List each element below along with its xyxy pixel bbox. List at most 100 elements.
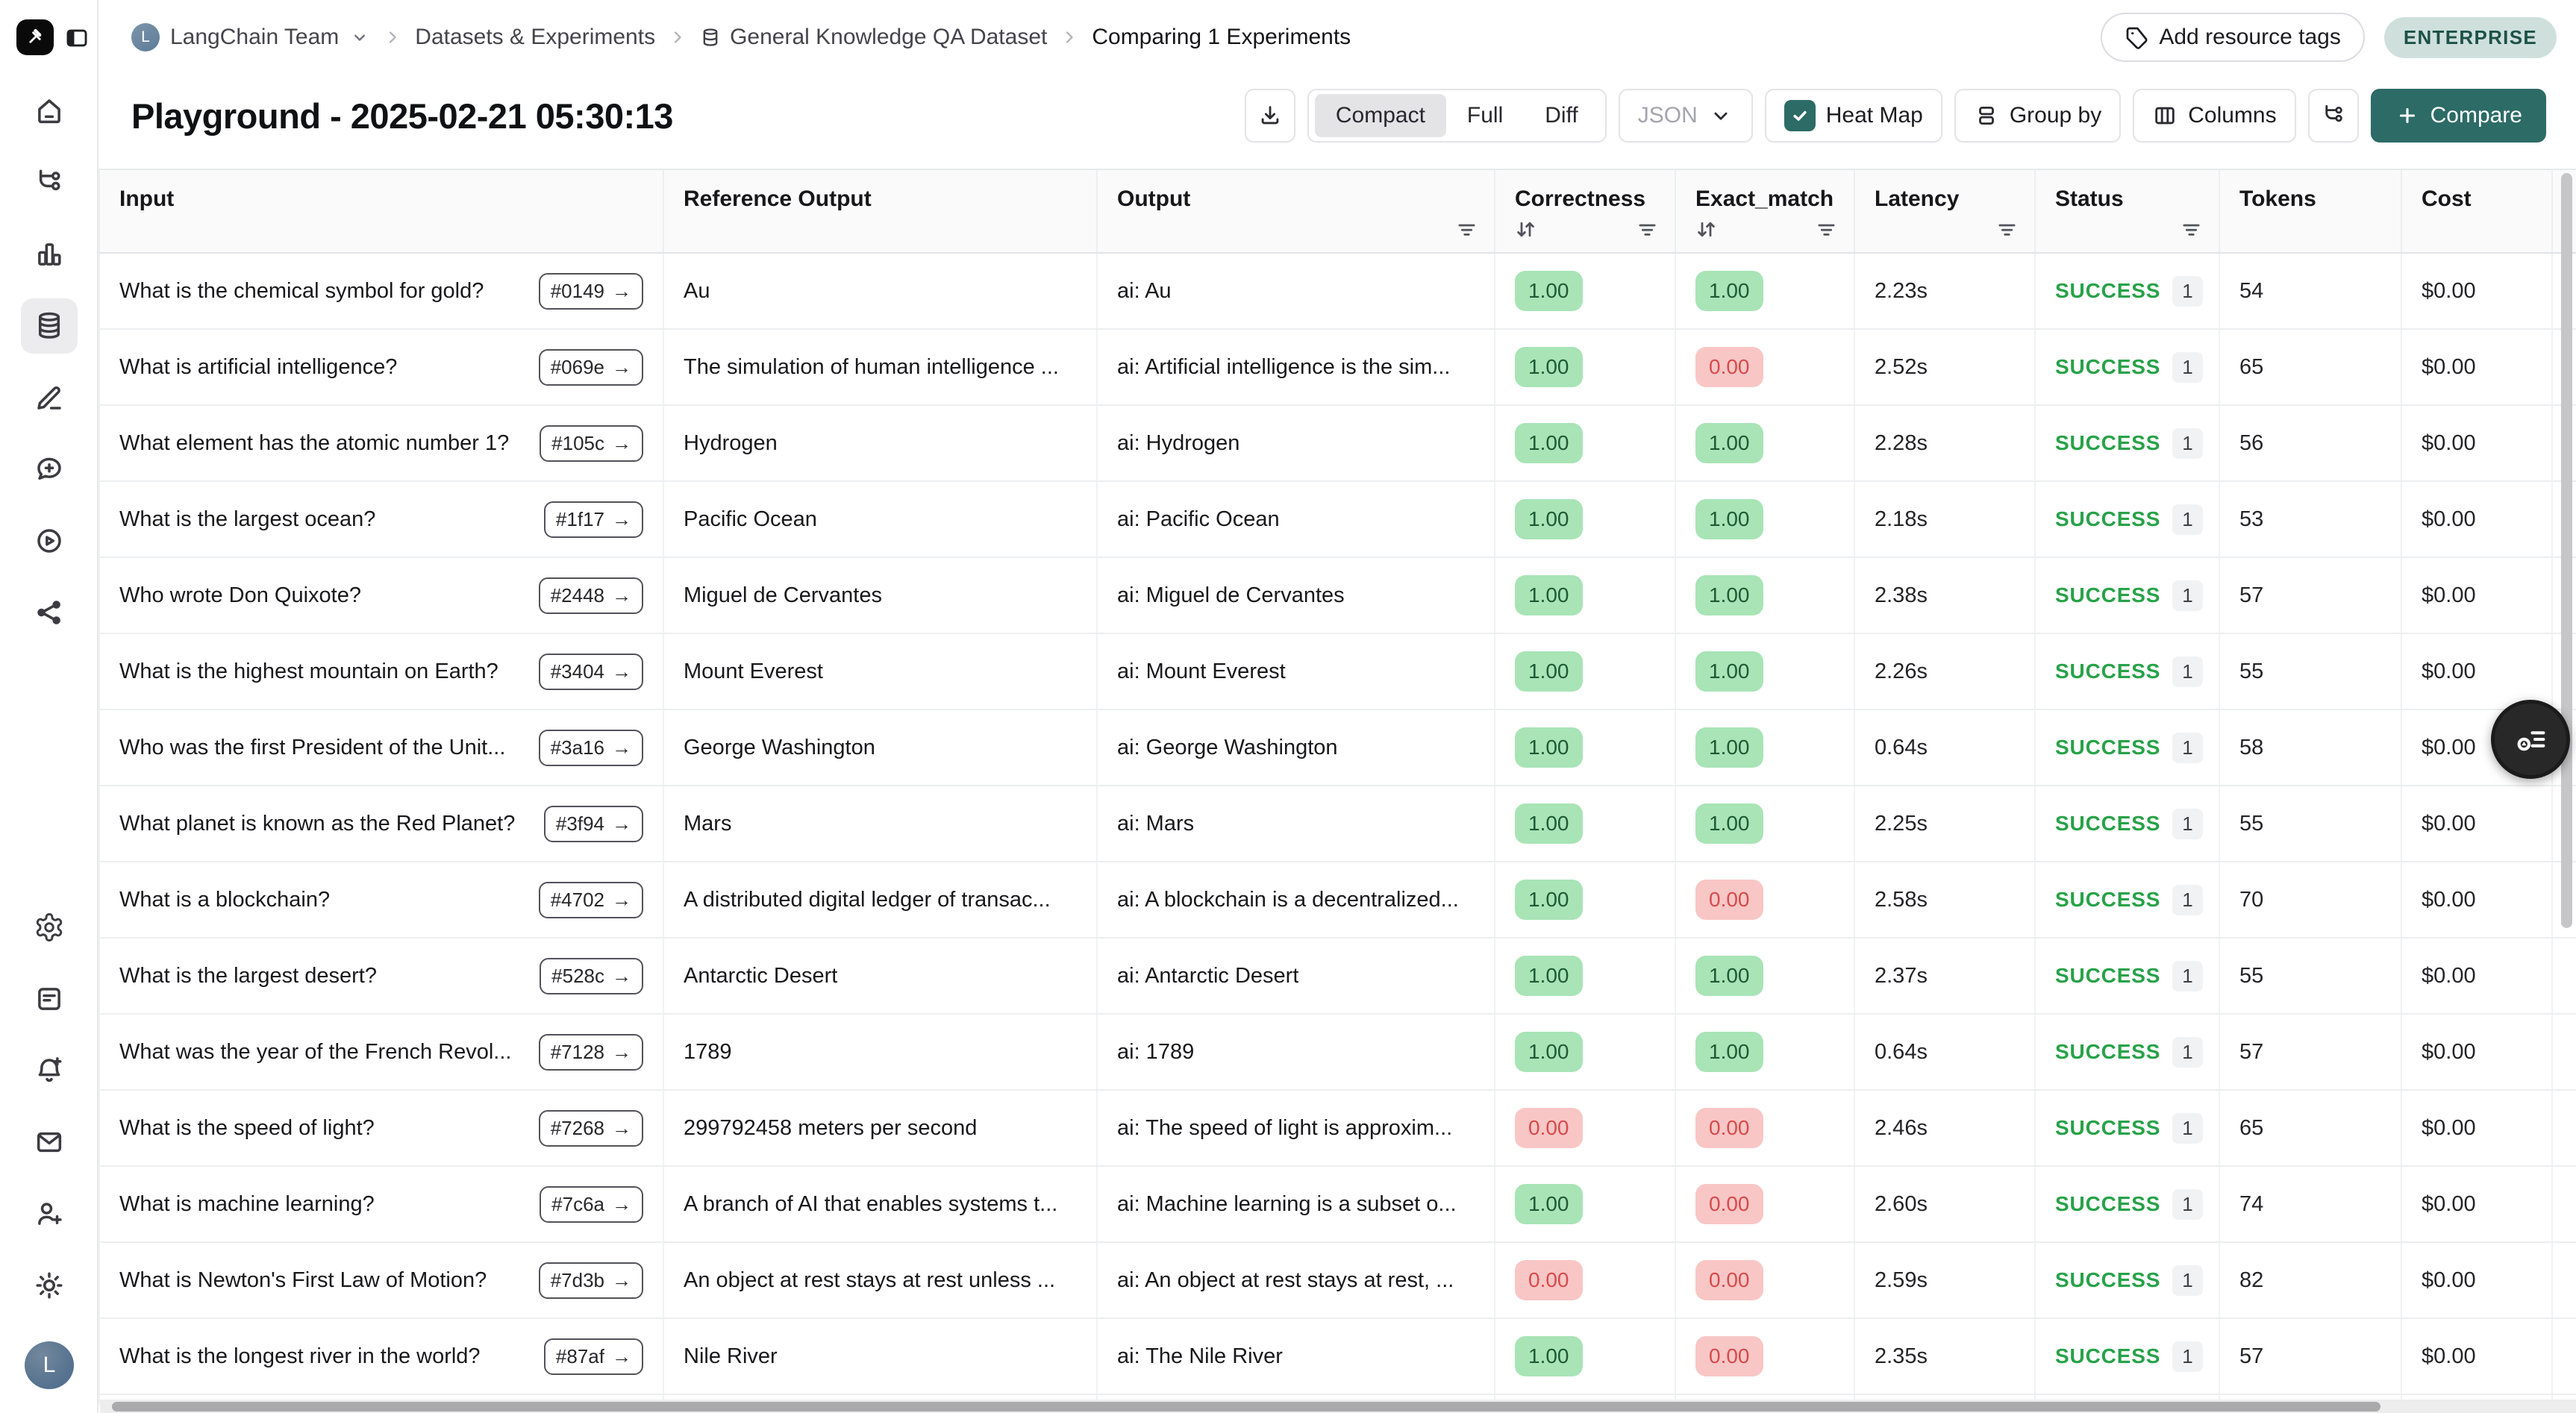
sidebar-item-theme[interactable] bbox=[21, 1258, 78, 1313]
example-link[interactable]: #7c6a → bbox=[540, 1185, 643, 1223]
correctness-cell[interactable]: 1.00 bbox=[1495, 862, 1676, 937]
filter-icon[interactable] bbox=[2179, 217, 2204, 242]
example-link[interactable]: #87af → bbox=[543, 1338, 643, 1375]
view-mode-compact[interactable]: Compact bbox=[1314, 94, 1446, 137]
sidebar-item-docs[interactable] bbox=[21, 971, 78, 1027]
example-link[interactable]: #3404 → bbox=[538, 653, 643, 690]
input-cell[interactable]: What is machine learning? #7c6a → bbox=[100, 1167, 664, 1241]
input-cell[interactable]: What is artificial intelligence? #069e → bbox=[100, 330, 664, 404]
reference-output-cell[interactable]: Au bbox=[664, 254, 1098, 328]
add-resource-tags-button[interactable]: Add resource tags bbox=[2101, 13, 2365, 62]
column-header-latency[interactable]: Latency bbox=[1855, 170, 2036, 252]
reference-output-cell[interactable]: Miguel de Cervantes bbox=[664, 558, 1098, 633]
exact-match-cell[interactable]: 0.00 bbox=[1676, 1167, 1855, 1241]
output-cell[interactable]: ai: 1789 bbox=[1098, 1015, 1495, 1089]
example-link[interactable]: #7d3b → bbox=[538, 1262, 643, 1299]
output-cell[interactable]: ai: Machine learning is a subset o... bbox=[1098, 1167, 1495, 1241]
reference-output-cell[interactable]: A distributed digital ledger of transac.… bbox=[664, 862, 1098, 937]
correctness-cell[interactable]: 1.00 bbox=[1495, 482, 1676, 557]
sidebar-item-mail[interactable] bbox=[21, 1115, 78, 1170]
reference-output-cell[interactable]: Hydrogen bbox=[664, 406, 1098, 480]
correctness-cell[interactable]: 1.00 bbox=[1495, 634, 1676, 709]
correctness-cell[interactable]: 0.00 bbox=[1495, 1091, 1676, 1165]
exact-match-cell[interactable]: 1.00 bbox=[1676, 939, 1855, 1013]
reference-output-cell[interactable]: The simulation of human intelligence ... bbox=[664, 330, 1098, 404]
breadcrumb-item-general-knowledge-qa-dataset[interactable]: General Knowledge QA Dataset bbox=[700, 25, 1047, 50]
column-header-tokens[interactable]: Tokens bbox=[2220, 170, 2402, 252]
group-by-button[interactable]: Group by bbox=[1954, 89, 2122, 142]
exact-match-cell[interactable]: 1.00 bbox=[1676, 558, 1855, 633]
sidebar-item-home[interactable] bbox=[21, 84, 78, 139]
output-cell[interactable]: ai: An object at rest stays at rest, ... bbox=[1098, 1243, 1495, 1318]
breadcrumb-item-datasets-experiments[interactable]: Datasets & Experiments bbox=[415, 25, 655, 50]
reference-output-cell[interactable]: George Washington bbox=[664, 710, 1098, 785]
reference-output-cell[interactable]: Pacific Ocean bbox=[664, 482, 1098, 557]
output-cell[interactable]: ai: A blockchain is a decentralized... bbox=[1098, 862, 1495, 937]
output-cell[interactable]: ai: Miguel de Cervantes bbox=[1098, 558, 1495, 633]
output-cell[interactable]: ai: Hydrogen bbox=[1098, 406, 1495, 480]
column-header-output[interactable]: Output bbox=[1098, 170, 1495, 252]
reference-output-cell[interactable]: Mount Everest bbox=[664, 634, 1098, 709]
filter-icon[interactable] bbox=[1635, 217, 1660, 242]
format-dropdown[interactable]: JSON bbox=[1618, 89, 1753, 142]
filter-icon[interactable] bbox=[1995, 217, 2019, 242]
sort-icon[interactable] bbox=[1513, 217, 1538, 242]
sidebar-item-notifications[interactable] bbox=[21, 1043, 78, 1098]
reference-output-cell[interactable]: Mars bbox=[664, 786, 1098, 861]
exact-match-cell[interactable]: 0.00 bbox=[1676, 1243, 1855, 1318]
langsmith-logo-icon[interactable] bbox=[16, 19, 54, 55]
filter-icon[interactable] bbox=[1454, 217, 1479, 242]
user-avatar[interactable]: L bbox=[25, 1341, 74, 1389]
input-cell[interactable]: What was the year of the French Revol...… bbox=[100, 1015, 664, 1089]
exact-match-cell[interactable]: 0.00 bbox=[1676, 1319, 1855, 1394]
sidebar-item-tracing[interactable] bbox=[21, 155, 78, 210]
reference-output-cell[interactable]: An object at rest stays at rest unless .… bbox=[664, 1243, 1098, 1318]
column-header-status[interactable]: Status bbox=[2036, 170, 2220, 252]
correctness-cell[interactable]: 1.00 bbox=[1495, 939, 1676, 1013]
input-cell[interactable]: Who wrote Don Quixote? #2448 → bbox=[100, 558, 664, 633]
sidebar-collapse-icon[interactable] bbox=[64, 25, 90, 51]
exact-match-cell[interactable]: 1.00 bbox=[1676, 786, 1855, 861]
input-cell[interactable]: What is the largest ocean? #1f17 → bbox=[100, 482, 664, 557]
vertical-scrollbar[interactable] bbox=[2561, 173, 2572, 928]
input-cell[interactable]: What planet is known as the Red Planet? … bbox=[100, 786, 664, 861]
heatmap-toggle[interactable]: Heat Map bbox=[1764, 89, 1942, 142]
input-cell[interactable]: What is a blockchain? #4702 → bbox=[100, 862, 664, 937]
output-cell[interactable]: ai: The Nile River bbox=[1098, 1319, 1495, 1394]
sidebar-item-playground[interactable] bbox=[21, 513, 78, 568]
example-link[interactable]: #4702 → bbox=[538, 881, 643, 918]
view-mode-full[interactable]: Full bbox=[1466, 103, 1504, 128]
correctness-cell[interactable]: 1.00 bbox=[1495, 786, 1676, 861]
compare-button[interactable]: Compare bbox=[2370, 89, 2546, 142]
run-details-floating-button[interactable] bbox=[2491, 700, 2570, 779]
exact-match-cell[interactable]: 1.00 bbox=[1676, 406, 1855, 480]
reference-output-cell[interactable]: Nile River bbox=[664, 1319, 1098, 1394]
trace-tree-button[interactable] bbox=[2307, 89, 2359, 142]
exact-match-cell[interactable]: 1.00 bbox=[1676, 634, 1855, 709]
output-cell[interactable]: ai: Mount Everest bbox=[1098, 634, 1495, 709]
correctness-cell[interactable]: 1.00 bbox=[1495, 1015, 1676, 1089]
columns-button[interactable]: Columns bbox=[2133, 89, 2296, 142]
sidebar-item-datasets[interactable] bbox=[21, 298, 78, 354]
sidebar-item-settings[interactable] bbox=[21, 900, 78, 955]
filter-icon[interactable] bbox=[1814, 217, 1839, 242]
output-cell[interactable]: ai: Mars bbox=[1098, 786, 1495, 861]
example-link[interactable]: #3a16 → bbox=[538, 729, 643, 766]
reference-output-cell[interactable]: A branch of AI that enables systems t... bbox=[664, 1167, 1098, 1241]
example-link[interactable]: #069e → bbox=[538, 348, 643, 386]
input-cell[interactable]: What is Newton's First Law of Motion? #7… bbox=[100, 1243, 664, 1318]
input-cell[interactable]: What is the longest river in the world? … bbox=[100, 1319, 664, 1394]
correctness-cell[interactable]: 1.00 bbox=[1495, 1167, 1676, 1241]
view-mode-diff[interactable]: Diff bbox=[1545, 103, 1578, 128]
correctness-cell[interactable]: 1.00 bbox=[1495, 1319, 1676, 1394]
input-cell[interactable]: What is the chemical symbol for gold? #0… bbox=[100, 254, 664, 328]
correctness-cell[interactable]: 1.00 bbox=[1495, 330, 1676, 404]
output-cell[interactable]: ai: Pacific Ocean bbox=[1098, 482, 1495, 557]
correctness-cell[interactable]: 1.00 bbox=[1495, 558, 1676, 633]
example-link[interactable]: #2448 → bbox=[538, 577, 643, 614]
sort-icon[interactable] bbox=[1694, 217, 1719, 242]
exact-match-cell[interactable]: 1.00 bbox=[1676, 710, 1855, 785]
column-header-correctness[interactable]: Correctness bbox=[1495, 170, 1676, 252]
team-selector[interactable]: L LangChain Team bbox=[131, 23, 370, 51]
example-link[interactable]: #1f17 → bbox=[543, 501, 643, 538]
